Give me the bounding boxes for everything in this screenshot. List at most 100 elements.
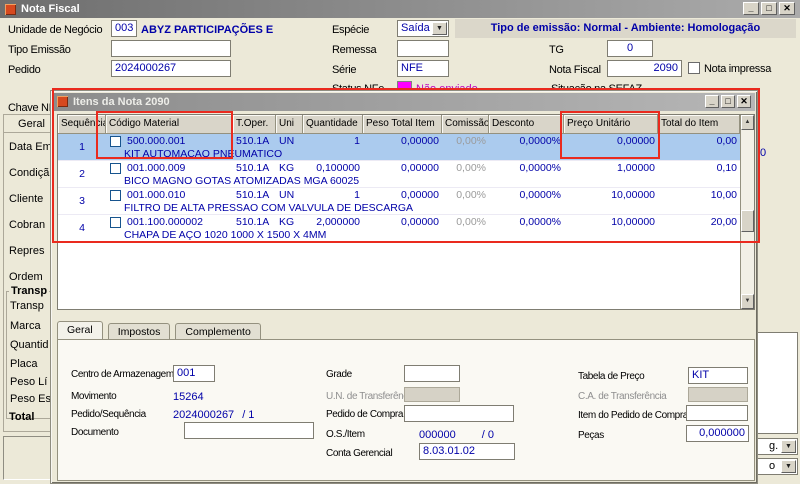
close-icon[interactable]: ✕ — [779, 2, 795, 15]
sidebar-item-quantidade[interactable]: Quantid — [10, 339, 49, 351]
sidebar-tab-geral[interactable]: Geral — [4, 115, 59, 133]
tab-geral[interactable]: Geral — [57, 321, 103, 340]
sidebar-item-peso-estimado[interactable]: Peso Es — [10, 393, 51, 405]
especie-select[interactable]: Saída ▼ — [397, 20, 449, 37]
nota-impressa-checkbox[interactable] — [688, 62, 700, 74]
background-combo-1-text: g. — [769, 440, 779, 452]
serie-input[interactable]: NFE — [397, 60, 449, 77]
cell-toper: 510.1A — [236, 162, 270, 174]
column-header-uni[interactable]: Uni — [276, 115, 303, 134]
sidebar-item-cliente[interactable]: Cliente — [9, 193, 44, 205]
ca-transferencia-label: C.A. de Transferência — [578, 391, 667, 402]
sidebar-item-cobranca[interactable]: Cobran — [9, 219, 46, 231]
cell-sequencia: 1 — [79, 141, 85, 153]
row-checkbox[interactable] — [110, 190, 121, 201]
conta-gerencial-input[interactable]: 8.03.01.02 — [419, 443, 515, 460]
cell-quantidade: 2,000000 — [316, 216, 360, 228]
table-row[interactable]: 2 001.000.009 510.1A KG 0,100000 0,00000… — [58, 161, 740, 188]
centro-armazenagem-input[interactable]: 001 — [173, 365, 215, 382]
sidebar-item-ordem[interactable]: Ordem — [9, 271, 43, 283]
tipo-emissao-label: Tipo Emissão — [8, 44, 71, 56]
column-header-toper[interactable]: T.Oper. — [233, 115, 276, 134]
cell-desconto: 0,0000% — [519, 162, 561, 174]
documento-input[interactable] — [184, 422, 314, 439]
column-header-quantidade[interactable]: Quantidade — [303, 115, 363, 134]
cell-quantidade: 0,100000 — [316, 162, 360, 174]
column-header-total-item[interactable]: Total do Item — [658, 115, 740, 134]
background-combo-2-text: o — [769, 460, 776, 472]
pedido-compra-input[interactable] — [404, 405, 514, 422]
column-header-preco-unitario[interactable]: Preço Unitário — [564, 115, 658, 134]
row-checkbox[interactable] — [110, 136, 121, 147]
itens-window-title: Itens da Nota 2090 — [73, 96, 170, 108]
grade-input[interactable] — [404, 365, 460, 382]
table-row[interactable]: 3 001.000.010 510.1A UN 1 0,00000 0,00% … — [58, 188, 740, 215]
nota-fiscal-app-icon — [5, 4, 16, 15]
main-window-title: Nota Fiscal — [21, 3, 80, 15]
os-item-value: 000000/ 0 — [419, 429, 494, 441]
cell-preco-unitario: 10,00000 — [611, 189, 655, 201]
sidebar-item-total[interactable]: Total — [9, 411, 35, 423]
cell-sequencia: 2 — [79, 168, 85, 180]
cell-preco-unitario: 10,00000 — [611, 216, 655, 228]
row-checkbox[interactable] — [110, 217, 121, 228]
un-transferencia-input — [404, 387, 460, 402]
sidebar-item-representante[interactable]: Repres — [9, 245, 45, 257]
chevron-down-icon[interactable]: ▼ — [781, 460, 796, 473]
sidebar-item-peso-liquido[interactable]: Peso Lí — [10, 376, 48, 388]
minimize-icon[interactable]: _ — [705, 95, 719, 108]
unidade-negocio-input[interactable]: 003 — [111, 20, 137, 37]
column-header-peso-total[interactable]: Peso Total Item — [363, 115, 442, 134]
cell-sequencia: 3 — [79, 195, 85, 207]
table-row[interactable]: 1 500.000.001 510.1A UN 1 0,00000 0,00% … — [58, 134, 740, 161]
centro-armazenagem-label: Centro de Armazenagem — [71, 369, 174, 380]
scrollbar-thumb[interactable] — [741, 210, 754, 232]
column-header-sequencia[interactable]: Sequência — [58, 115, 106, 134]
table-row[interactable]: 4 001.100.000002 510.1A KG 2,000000 0,00… — [58, 215, 740, 242]
cell-total-item: 20,00 — [710, 216, 737, 228]
minimize-icon[interactable]: _ — [743, 2, 759, 15]
grid-scrollbar[interactable]: ▲ ▼ — [740, 115, 754, 309]
sidebar-item-marca[interactable]: Marca — [10, 320, 41, 332]
emissao-ambiente-banner: Tipo de emissão: Normal - Ambiente: Homo… — [455, 19, 796, 38]
especie-value: Saída — [401, 22, 430, 34]
itens-window-icon — [57, 96, 68, 107]
cell-peso: 0,00000 — [401, 216, 439, 228]
column-header-comissao[interactable]: Comissão — [442, 115, 489, 134]
sidebar-item-transportadora[interactable]: Transp — [10, 300, 44, 312]
chevron-down-icon[interactable]: ▼ — [432, 22, 447, 35]
tg-input[interactable]: 0 — [607, 40, 653, 57]
sidebar-item-data-emissao[interactable]: Data Em — [9, 141, 52, 153]
column-header-desconto[interactable]: Desconto — [489, 115, 564, 134]
cell-quantidade: 1 — [354, 135, 360, 147]
tab-complemento[interactable]: Complemento — [175, 323, 261, 340]
pecas-input[interactable]: 0,000000 — [686, 425, 749, 442]
scroll-down-icon[interactable]: ▼ — [741, 294, 754, 309]
tabela-preco-label: Tabela de Preço — [578, 371, 645, 382]
remessa-input[interactable] — [397, 40, 449, 57]
sidebar-item-condicao[interactable]: Condiçã — [9, 167, 50, 179]
pedido-input[interactable]: 2024000267 — [111, 60, 231, 77]
movimento-label: Movimento — [71, 391, 117, 402]
pecas-label: Peças — [578, 430, 604, 441]
tipo-emissao-input[interactable] — [111, 40, 231, 57]
sidebar-item-placa[interactable]: Placa — [10, 358, 38, 370]
maximize-icon[interactable]: □ — [761, 2, 777, 15]
clipped-value: 0 — [760, 147, 767, 159]
cell-comissao: 0,00% — [456, 135, 486, 147]
tabela-preco-input[interactable]: KIT — [688, 367, 748, 384]
close-icon[interactable]: ✕ — [737, 95, 751, 108]
cell-total-item: 10,00 — [710, 189, 737, 201]
cell-codigo: 001.000.010 — [127, 189, 186, 201]
scroll-up-icon[interactable]: ▲ — [741, 115, 754, 130]
cell-peso: 0,00000 — [401, 162, 439, 174]
column-header-codigo-material[interactable]: Código Material — [106, 115, 233, 134]
item-pedido-compra-input[interactable] — [686, 405, 748, 421]
row-checkbox[interactable] — [110, 163, 121, 174]
chevron-down-icon[interactable]: ▼ — [781, 440, 796, 453]
pedido-sequencia-value: 2024000267/ 1 — [173, 409, 255, 421]
cell-codigo: 001.100.000002 — [127, 216, 203, 228]
tab-impostos[interactable]: Impostos — [107, 323, 171, 340]
nota-fiscal-input[interactable]: 2090 — [607, 60, 682, 77]
maximize-icon[interactable]: □ — [721, 95, 735, 108]
